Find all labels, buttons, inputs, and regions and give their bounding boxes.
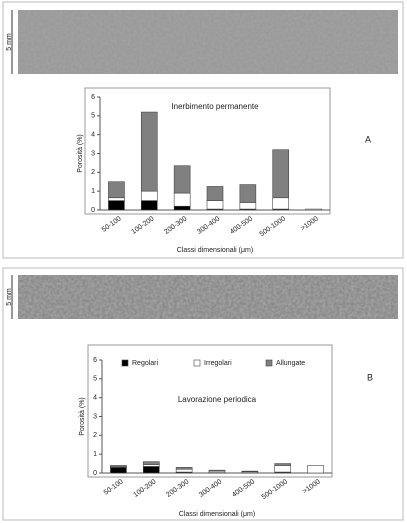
chart-title: Inerbimento permanente <box>171 102 259 111</box>
bar-segment <box>240 202 256 209</box>
bar-segment <box>141 112 157 191</box>
bar-segment <box>110 467 126 473</box>
y-tick-label: 3 <box>91 150 95 157</box>
x-tick-label: 400-500 <box>229 215 254 236</box>
legend-label: Allungate <box>276 360 305 367</box>
legend-swatch <box>266 360 272 366</box>
x-tick-label: 300-400 <box>196 215 221 236</box>
y-tick-label: 4 <box>93 395 97 402</box>
y-tick-label: 5 <box>91 113 95 120</box>
y-tick-label: 0 <box>93 470 97 477</box>
x-tick-label: 500-1000 <box>259 215 287 238</box>
y-tick-label: 6 <box>91 94 95 101</box>
bar-segment <box>306 209 322 210</box>
bar-segment <box>141 191 157 200</box>
bar-segment <box>209 470 225 471</box>
bar-segment <box>108 182 124 198</box>
bar-segment <box>176 467 192 469</box>
bar-segment <box>141 201 157 210</box>
figure: 0 1 2 3 4 5 6 50-100 100-200 200-300 300-400 400-50… <box>0 0 407 523</box>
x-tick-label: 50-100 <box>103 478 125 496</box>
bar-segment <box>273 150 289 198</box>
y-axis-title: Porosità (%) <box>79 397 86 436</box>
x-tick-label: 100-200 <box>130 215 155 236</box>
bar-segment <box>174 193 190 206</box>
bar-segment <box>143 462 159 465</box>
x-tick-label: 200-300 <box>165 478 190 499</box>
bar-segment <box>143 466 159 473</box>
y-tick-label: 1 <box>93 451 97 458</box>
x-tick-label: 400-500 <box>231 478 256 499</box>
bar-segment <box>207 186 223 200</box>
bar-segment <box>275 464 291 466</box>
bar-segment <box>207 201 223 209</box>
x-axis-title: Classi dimensionali (μm) <box>177 247 253 254</box>
y-tick-label: 1 <box>91 188 95 195</box>
x-tick-label: 300-400 <box>198 478 223 499</box>
y-axis-title: Porosità (%) <box>77 134 84 173</box>
x-axis-title: Classi dimensionali (μm) <box>179 511 255 518</box>
legend-swatch <box>194 360 200 366</box>
x-tick-label: 200-300 <box>163 215 188 236</box>
y-tick-label: 5 <box>93 376 97 383</box>
x-tick-label: 50-100 <box>101 215 123 233</box>
bar-segment <box>240 185 256 203</box>
bar-segment <box>174 166 190 193</box>
y-tick-label: 2 <box>91 169 95 176</box>
y-tick-label: 6 <box>93 357 97 364</box>
legend-label: Regolari <box>132 360 159 367</box>
chart-title: Lavorazione periodica <box>178 395 257 404</box>
bar-segment <box>174 206 190 210</box>
y-tick-label: 4 <box>91 132 95 139</box>
x-tick-label: >1000 <box>302 478 322 495</box>
x-tick-label: 100-200 <box>132 478 157 499</box>
bar-segment <box>308 465 324 473</box>
y-tick-label: 2 <box>93 432 97 439</box>
bar-segment <box>275 465 291 472</box>
legend-label: Irregolari <box>204 360 232 367</box>
legend-swatch <box>122 360 128 366</box>
x-tick-label: >1000 <box>300 215 320 232</box>
photo-texture <box>18 10 398 74</box>
scale-label: 5 mm <box>6 33 13 51</box>
y-tick-label: 3 <box>93 413 97 420</box>
scale-label: 5 mm <box>6 288 13 306</box>
y-tick-label: 0 <box>91 207 95 214</box>
panel-label: B <box>367 372 373 382</box>
x-tick-label: 500-1000 <box>261 478 289 501</box>
bar-segment <box>242 471 258 472</box>
bar-segment <box>108 198 124 201</box>
panel-label: A <box>365 134 371 144</box>
bar-segment <box>176 469 192 472</box>
bar-segment <box>110 465 126 466</box>
bar-segment <box>108 201 124 210</box>
photo-texture <box>18 275 398 319</box>
bar-segment <box>273 198 289 209</box>
